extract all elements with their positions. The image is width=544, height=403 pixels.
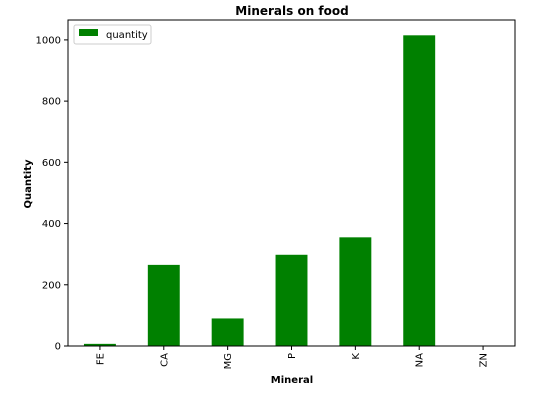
x-tick-label: FE	[95, 353, 106, 365]
bar-k	[339, 237, 372, 346]
y-tick-label: 800	[42, 97, 61, 108]
x-tick-label: CA	[159, 353, 170, 367]
x-tick-label: NA	[415, 353, 426, 367]
y-tick-label: 0	[55, 342, 61, 353]
bar-na	[403, 35, 436, 347]
bar-fe	[83, 343, 116, 346]
x-tick-label: P	[287, 353, 298, 359]
x-axis: FE CA MG P K NA ZN	[95, 346, 490, 369]
bars-group	[83, 35, 436, 347]
x-tick-label: K	[351, 353, 362, 360]
bar-p	[275, 254, 308, 346]
x-tick-label: MG	[223, 353, 234, 369]
legend-swatch	[79, 29, 98, 36]
y-axis-label: Quantity	[23, 159, 34, 208]
bar-ca	[147, 264, 180, 346]
chart-title: Minerals on food	[235, 4, 348, 18]
x-axis-label: Mineral	[271, 375, 313, 386]
y-axis: 0 200 400 600 800 1000	[36, 35, 68, 353]
y-tick-label: 400	[42, 219, 61, 230]
legend: quantity	[73, 24, 152, 45]
bar-mg	[211, 318, 244, 346]
y-tick-label: 600	[42, 158, 61, 169]
y-tick-label: 1000	[36, 35, 61, 46]
y-tick-label: 200	[42, 280, 61, 291]
x-tick-label: ZN	[479, 353, 490, 367]
legend-label: quantity	[106, 30, 148, 41]
